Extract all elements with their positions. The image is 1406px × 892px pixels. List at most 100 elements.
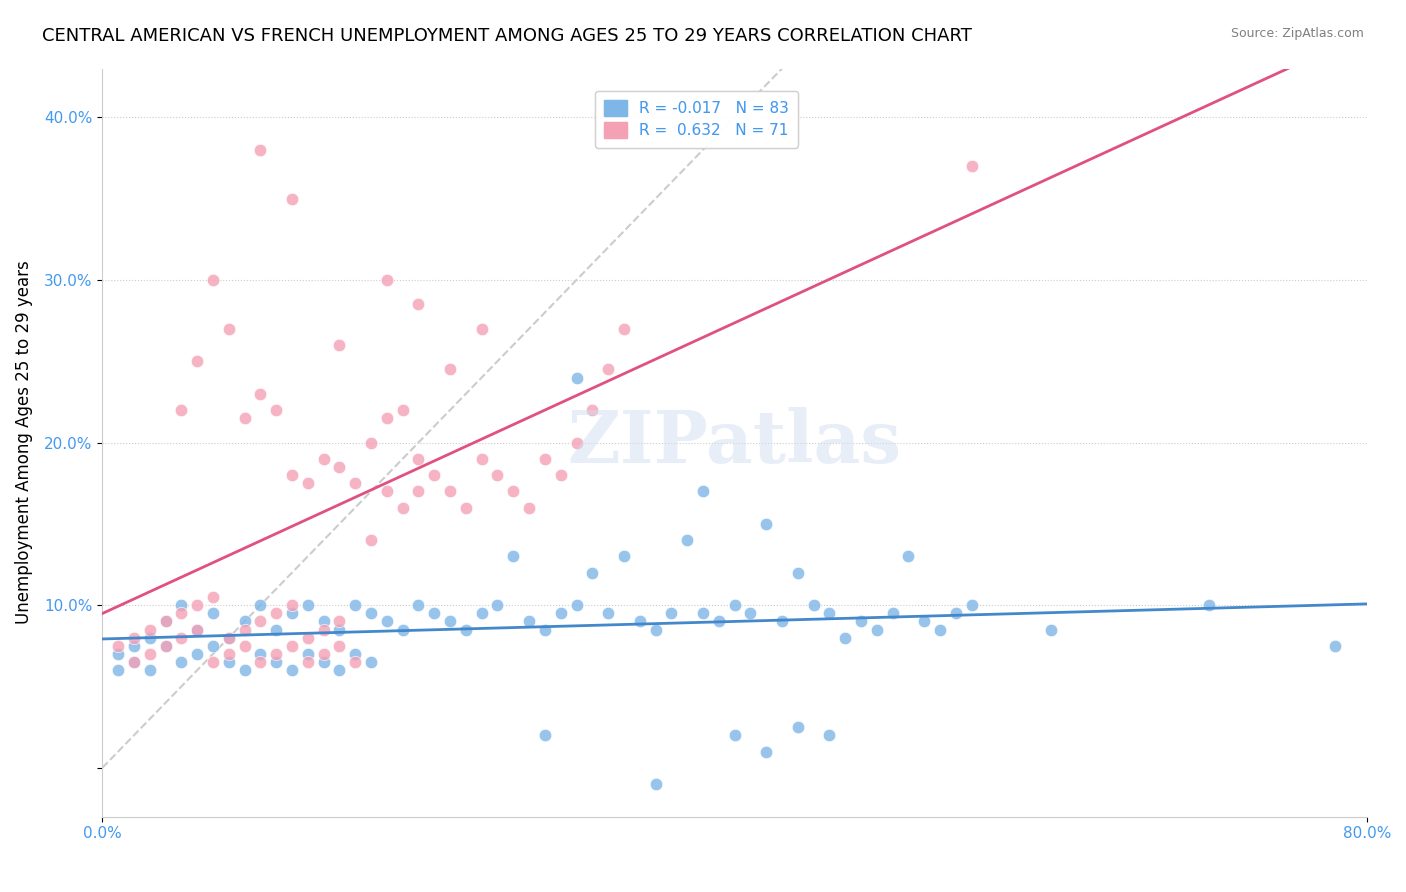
- Point: [803, 598, 825, 612]
- Point: [834, 631, 856, 645]
- Point: [249, 655, 271, 669]
- Point: [186, 623, 208, 637]
- Point: [328, 459, 350, 474]
- Point: [233, 663, 256, 677]
- Point: [391, 500, 413, 515]
- Point: [534, 623, 557, 637]
- Point: [122, 655, 145, 669]
- Point: [344, 647, 367, 661]
- Point: [218, 631, 240, 645]
- Point: [122, 631, 145, 645]
- Point: [471, 451, 494, 466]
- Point: [344, 655, 367, 669]
- Point: [107, 639, 129, 653]
- Point: [218, 631, 240, 645]
- Point: [408, 451, 430, 466]
- Point: [186, 623, 208, 637]
- Point: [517, 500, 540, 515]
- Point: [375, 273, 398, 287]
- Legend: R = -0.017   N = 83, R =  0.632   N = 71: R = -0.017 N = 83, R = 0.632 N = 71: [595, 91, 799, 147]
- Point: [218, 655, 240, 669]
- Point: [423, 468, 446, 483]
- Point: [882, 607, 904, 621]
- Point: [312, 647, 335, 661]
- Point: [502, 549, 524, 564]
- Point: [550, 468, 572, 483]
- Point: [249, 615, 271, 629]
- Point: [454, 500, 477, 515]
- Point: [312, 615, 335, 629]
- Point: [312, 623, 335, 637]
- Point: [740, 607, 762, 621]
- Point: [723, 598, 745, 612]
- Point: [723, 728, 745, 742]
- Point: [249, 143, 271, 157]
- Point: [628, 615, 651, 629]
- Point: [328, 663, 350, 677]
- Point: [360, 607, 382, 621]
- Point: [344, 476, 367, 491]
- Point: [598, 362, 620, 376]
- Point: [281, 468, 304, 483]
- Point: [581, 566, 603, 580]
- Point: [786, 720, 808, 734]
- Point: [912, 615, 935, 629]
- Point: [297, 647, 319, 661]
- Point: [613, 322, 636, 336]
- Point: [328, 639, 350, 653]
- Point: [439, 484, 461, 499]
- Point: [264, 647, 287, 661]
- Point: [328, 623, 350, 637]
- Point: [1324, 639, 1347, 653]
- Point: [170, 403, 193, 417]
- Point: [408, 484, 430, 499]
- Point: [233, 639, 256, 653]
- Point: [264, 607, 287, 621]
- Point: [565, 598, 588, 612]
- Point: [534, 451, 557, 466]
- Point: [155, 615, 177, 629]
- Point: [960, 159, 983, 173]
- Point: [233, 411, 256, 425]
- Point: [312, 451, 335, 466]
- Point: [312, 655, 335, 669]
- Point: [818, 607, 841, 621]
- Point: [897, 549, 920, 564]
- Point: [929, 623, 952, 637]
- Point: [249, 647, 271, 661]
- Point: [770, 615, 793, 629]
- Point: [486, 468, 509, 483]
- Point: [423, 607, 446, 621]
- Point: [676, 533, 699, 548]
- Point: [201, 607, 224, 621]
- Point: [328, 615, 350, 629]
- Point: [644, 623, 666, 637]
- Point: [218, 322, 240, 336]
- Point: [139, 631, 162, 645]
- Point: [439, 615, 461, 629]
- Point: [534, 728, 557, 742]
- Point: [344, 598, 367, 612]
- Point: [201, 639, 224, 653]
- Point: [454, 623, 477, 637]
- Point: [233, 623, 256, 637]
- Point: [186, 354, 208, 368]
- Point: [644, 777, 666, 791]
- Point: [297, 655, 319, 669]
- Point: [755, 516, 778, 531]
- Point: [391, 623, 413, 637]
- Point: [659, 607, 682, 621]
- Point: [155, 615, 177, 629]
- Point: [218, 647, 240, 661]
- Point: [565, 370, 588, 384]
- Point: [517, 615, 540, 629]
- Point: [249, 598, 271, 612]
- Point: [155, 639, 177, 653]
- Point: [233, 615, 256, 629]
- Point: [360, 655, 382, 669]
- Point: [281, 192, 304, 206]
- Point: [170, 607, 193, 621]
- Point: [297, 598, 319, 612]
- Point: [264, 403, 287, 417]
- Text: CENTRAL AMERICAN VS FRENCH UNEMPLOYMENT AMONG AGES 25 TO 29 YEARS CORRELATION CH: CENTRAL AMERICAN VS FRENCH UNEMPLOYMENT …: [42, 27, 972, 45]
